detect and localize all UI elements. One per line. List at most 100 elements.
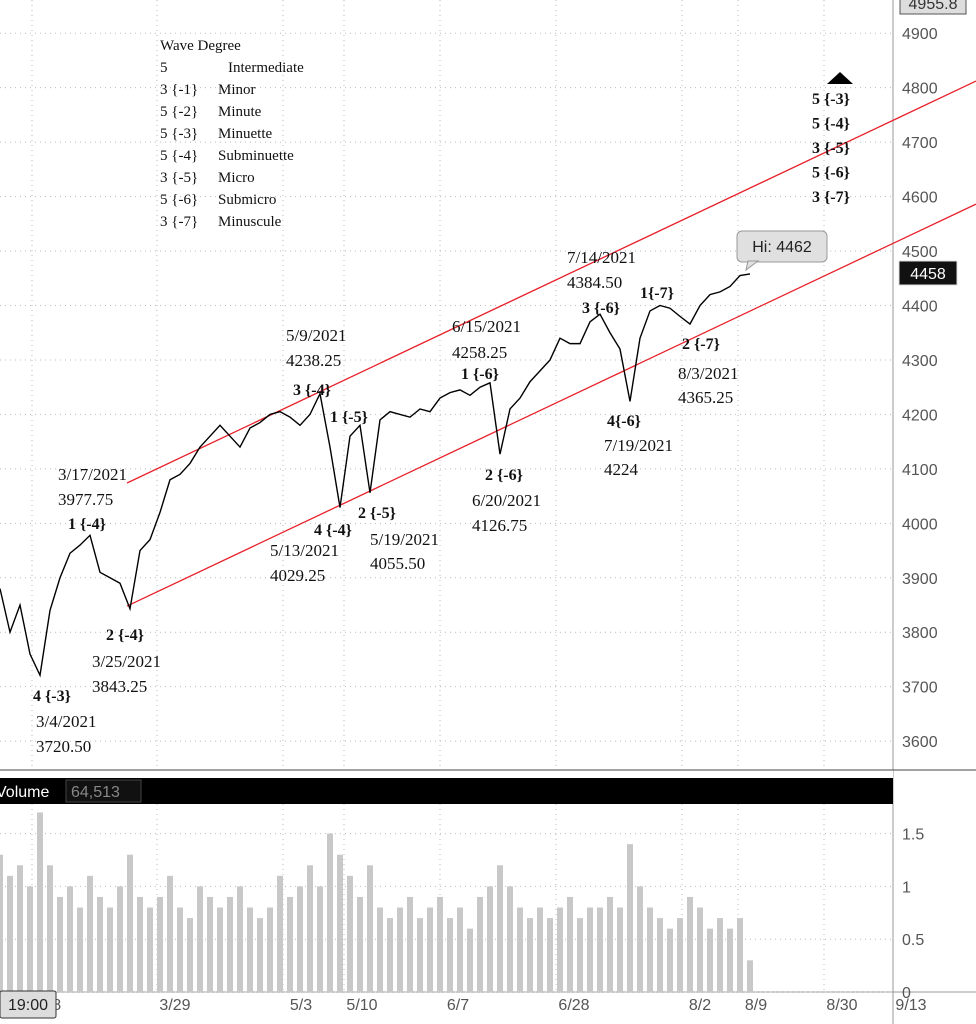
x-tick-label: 5/3 [290, 997, 312, 1014]
y-tick-label: 4000 [902, 516, 938, 533]
volume-bar [597, 907, 603, 992]
volume-title: Volume [0, 784, 49, 801]
point-label: 4384.50 [567, 273, 622, 292]
legend-count: 5 {-6} [160, 192, 198, 208]
y-tick-label: 0 [902, 985, 911, 1002]
volume-bar [77, 907, 83, 992]
legend-count: 5 {-2} [160, 104, 198, 120]
projection-label: 3 {-7} [812, 189, 850, 206]
volume-bar [187, 918, 193, 992]
time-label: 19:00 [8, 997, 48, 1014]
volume-bar [127, 854, 133, 992]
volume-bar [227, 896, 233, 992]
volume-bar [727, 928, 733, 992]
point-label: 4055.50 [370, 554, 425, 573]
volume-bar [0, 854, 3, 992]
legend-count: 5 [160, 60, 168, 76]
volume-bar [27, 886, 33, 992]
volume-bar [747, 960, 753, 992]
volume-bar [157, 896, 163, 992]
wave-label: 4{-6} [607, 413, 641, 430]
volume-bar [577, 918, 583, 992]
x-tick-label: 5/10 [346, 997, 377, 1014]
volume-bar [417, 918, 423, 992]
time-box [0, 990, 57, 1019]
point-label: 4238.25 [286, 351, 341, 370]
volume-bar [647, 907, 653, 992]
projection-label: 5 {-3} [812, 91, 850, 108]
legend-degree: Minute [218, 104, 262, 120]
point-label: 3720.50 [36, 737, 91, 756]
y-tick-label: 4600 [902, 190, 938, 207]
legend-count: 3 {-7} [160, 214, 198, 230]
y-tick-label: 0.5 [902, 932, 924, 949]
volume-bar [547, 918, 553, 992]
volume-bar [617, 907, 623, 992]
point-label: 3843.25 [92, 677, 147, 696]
top-value-label: 4955.8 [909, 0, 958, 13]
hi-bubble [736, 230, 828, 263]
y-tick-label: 4500 [902, 244, 938, 261]
volume-bar [737, 918, 743, 992]
y-tick-label: 3700 [902, 680, 938, 697]
volume-bar [337, 854, 343, 992]
volume-bar [517, 907, 523, 992]
legend-degree: Subminuette [218, 148, 294, 164]
point-label: 4029.25 [270, 566, 325, 585]
volume-bar [177, 907, 183, 992]
wave-label: 2 {-6} [485, 467, 523, 484]
x-tick-label: 8/2 [689, 997, 711, 1014]
point-label: 7/19/2021 [604, 436, 673, 455]
volume-bar [277, 875, 283, 992]
legend-degree: Micro [218, 170, 255, 186]
volume-bar [357, 896, 363, 992]
volume-bar [587, 907, 593, 992]
volume-bar [327, 833, 333, 992]
point-label: 3/25/2021 [92, 652, 161, 671]
point-label: 4224 [604, 460, 639, 479]
last-price-box [898, 260, 958, 286]
y-tick-label: 1.5 [902, 827, 924, 844]
volume-bar [487, 886, 493, 992]
y-tick-label: 4900 [902, 26, 938, 43]
y-tick-label: 4800 [902, 81, 938, 98]
point-label: 3977.75 [58, 490, 113, 509]
y-tick-label: 4300 [902, 353, 938, 370]
volume-bar [717, 918, 723, 992]
wave-label: 4 {-3} [33, 688, 71, 705]
volume-bar [637, 886, 643, 992]
volume-bar [447, 918, 453, 992]
volume-bar [317, 886, 323, 992]
y-tick-label: 4100 [902, 462, 938, 479]
projection-label: 5 {-6} [812, 165, 850, 182]
volume-bar [687, 896, 693, 992]
volume-value: 64,513 [71, 784, 120, 801]
point-label: 5/9/2021 [286, 326, 346, 345]
x-tick-label: 6/28 [558, 997, 589, 1014]
y-tick-label: 3600 [902, 734, 938, 751]
volume-bar [497, 865, 503, 992]
volume-bar [57, 896, 63, 992]
legend-degree: Intermediate [228, 60, 304, 76]
volume-bar [7, 875, 13, 992]
legend-degree: Minor [218, 82, 256, 98]
point-label: 4258.25 [452, 343, 507, 362]
volume-bar [267, 907, 273, 992]
wave-label: 1 {-6} [461, 366, 499, 383]
point-label: 6/15/2021 [452, 317, 521, 336]
x-tick-label: 8/9 [745, 997, 767, 1014]
volume-bar [667, 928, 673, 992]
point-label: 3/17/2021 [58, 465, 127, 484]
volume-bar [467, 928, 473, 992]
y-tick-label: 3800 [902, 625, 938, 642]
volume-bar [107, 907, 113, 992]
volume-bar [437, 896, 443, 992]
wave-label: 4 {-4} [314, 522, 352, 539]
wave-label: 2 {-4} [106, 627, 144, 644]
volume-bar [527, 918, 533, 992]
wave-label: 2 {-7} [682, 336, 720, 353]
volume-bar [287, 896, 293, 992]
